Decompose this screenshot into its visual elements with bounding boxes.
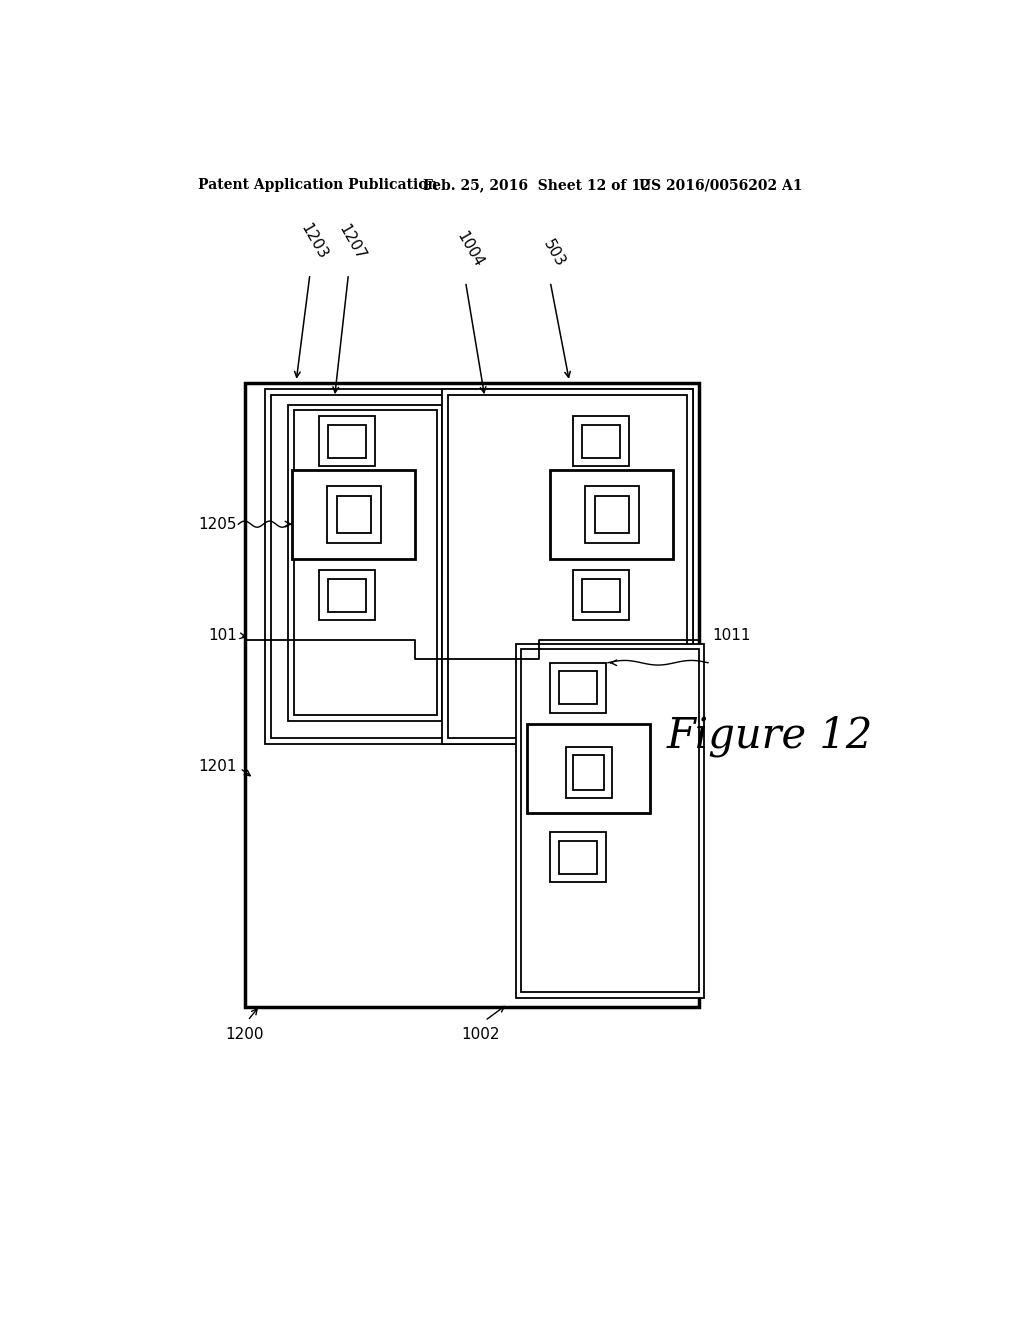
Bar bbox=[442, 582, 535, 721]
Text: 101: 101 bbox=[208, 628, 237, 643]
Text: US 2016/0056202 A1: US 2016/0056202 A1 bbox=[639, 178, 802, 193]
Text: Feb. 25, 2016  Sheet 12 of 12: Feb. 25, 2016 Sheet 12 of 12 bbox=[423, 178, 651, 193]
Bar bbox=[550, 470, 674, 558]
Bar bbox=[573, 416, 629, 466]
Bar bbox=[595, 496, 629, 533]
Bar bbox=[442, 389, 692, 743]
Text: 1205: 1205 bbox=[199, 516, 237, 532]
Bar bbox=[550, 663, 605, 713]
Bar bbox=[559, 841, 597, 874]
Bar bbox=[270, 395, 687, 738]
Bar bbox=[527, 725, 650, 813]
Bar bbox=[289, 405, 442, 721]
Text: 1203: 1203 bbox=[298, 222, 330, 263]
Text: 1002: 1002 bbox=[462, 1027, 500, 1041]
Bar bbox=[292, 470, 416, 558]
Bar bbox=[337, 496, 371, 533]
Text: Patent Application Publication: Patent Application Publication bbox=[199, 178, 438, 193]
Text: 1201: 1201 bbox=[199, 759, 237, 775]
Bar bbox=[515, 644, 705, 998]
Bar bbox=[294, 411, 437, 715]
Bar bbox=[245, 383, 698, 1007]
Bar bbox=[559, 671, 597, 705]
Bar bbox=[582, 425, 621, 458]
Bar bbox=[328, 425, 367, 458]
Bar bbox=[573, 755, 604, 789]
Bar bbox=[328, 578, 367, 612]
Bar bbox=[582, 578, 621, 612]
Bar bbox=[319, 570, 375, 620]
Bar bbox=[550, 832, 605, 882]
Bar bbox=[447, 395, 687, 738]
Text: 503: 503 bbox=[541, 238, 567, 271]
Bar bbox=[265, 389, 692, 743]
Text: 1207: 1207 bbox=[336, 222, 369, 263]
Text: 1200: 1200 bbox=[225, 1027, 264, 1041]
Text: 1004: 1004 bbox=[454, 230, 485, 271]
Bar bbox=[573, 570, 629, 620]
Bar bbox=[327, 486, 381, 544]
Bar bbox=[319, 416, 375, 466]
Text: 1011: 1011 bbox=[712, 628, 751, 643]
Bar bbox=[447, 587, 529, 715]
Bar bbox=[521, 649, 698, 993]
Bar bbox=[585, 486, 639, 544]
Bar bbox=[565, 747, 611, 797]
Text: Figure 12: Figure 12 bbox=[667, 715, 872, 756]
